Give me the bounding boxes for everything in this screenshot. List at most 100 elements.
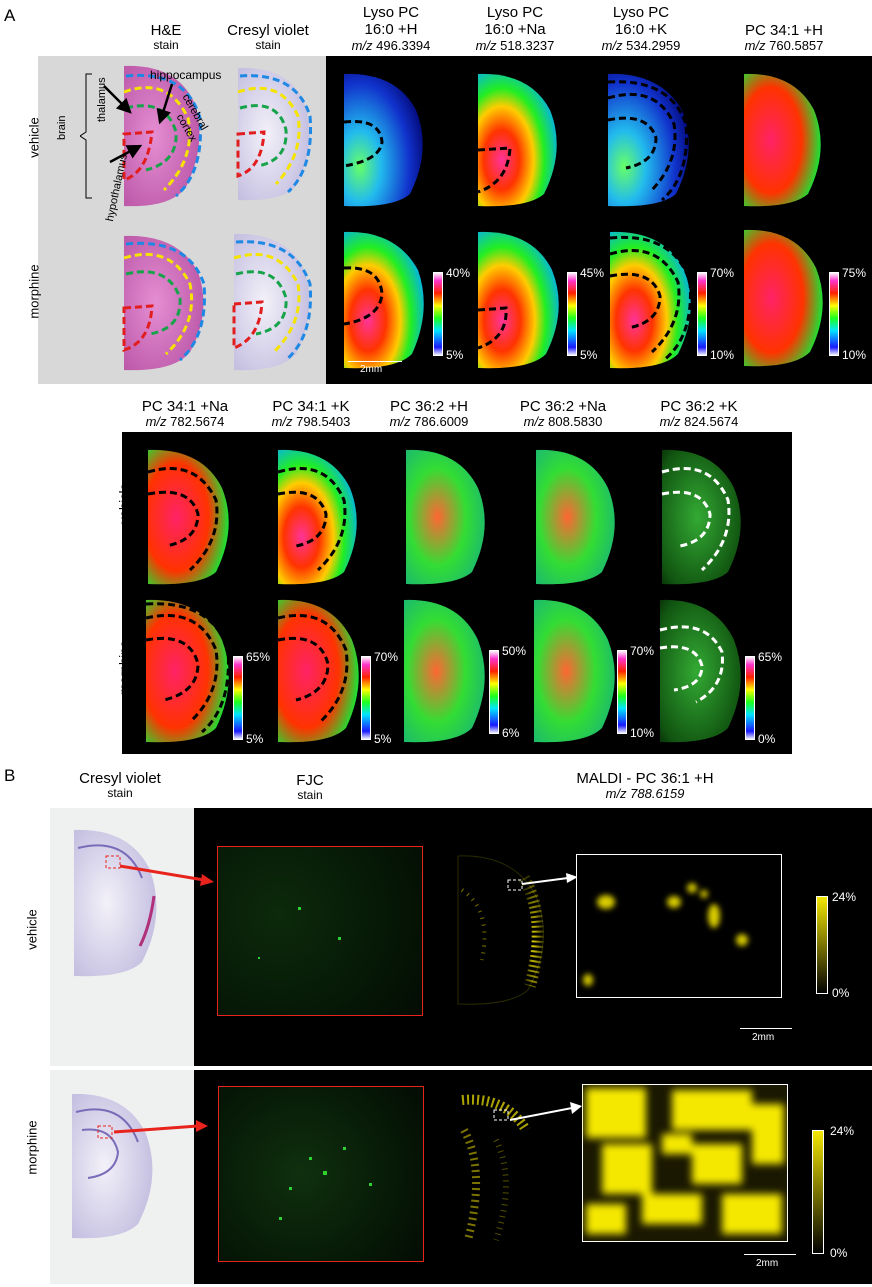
b-red-arrow-morphine [113, 1120, 208, 1134]
msi-pc341-h-vehicle [744, 73, 821, 207]
b-colorbar-vehicle-max: 24% [832, 890, 857, 904]
header-b-maldi: MALDI - PC 36:1 +H m/z 788.6159 [576, 770, 714, 802]
colorbar-b4-min: 10% [630, 726, 655, 740]
header-pc362-h: PC 36:2 +H m/z 786.6009 [389, 398, 469, 430]
msi-pc341-na-morphine [145, 599, 230, 743]
b-white-arrow-vehicle [521, 873, 578, 885]
b-maldi-vehicle-zoom [576, 854, 782, 998]
colorbar-a2-min: 5% [580, 348, 598, 362]
msi-pc341-h-morphine [744, 229, 823, 367]
colorbar-b1 [233, 656, 243, 740]
b-colorbar-morphine-max: 24% [830, 1124, 855, 1138]
b-scale-bar-morphine-line [744, 1254, 796, 1255]
fjc-dot [369, 1183, 372, 1186]
colorbar-a3 [697, 272, 707, 356]
colorbar-b2 [361, 656, 371, 740]
colorbar-b4 [617, 650, 627, 734]
b-cresyl-vehicle-image [74, 829, 157, 977]
msi-pc362-na-vehicle [536, 449, 615, 585]
header-b-fjc: FJC stain [296, 772, 324, 803]
row-label-vehicle-b: vehicle [24, 909, 40, 950]
colorbar-a4 [829, 272, 839, 356]
fjc-dot [289, 1187, 292, 1190]
header-pc362-k: PC 36:2 +K m/z 824.5674 [659, 398, 739, 430]
b-fjc-vehicle-image [217, 846, 423, 1016]
msi-pc362-k-vehicle [661, 449, 741, 585]
b-white-arrow-morphine [509, 1102, 582, 1121]
msi-pc341-na-vehicle [147, 449, 229, 585]
b-scale-bar-vehicle-label: 2mm [752, 1032, 775, 1043]
row-label-vehicle-a: vehicle [26, 117, 42, 158]
b-maldi-morphine-zoom [582, 1084, 788, 1242]
colorbar-a3-min: 10% [710, 348, 735, 362]
header-pc341-h: PC 34:1 +H m/z 760.5857 [744, 22, 824, 54]
colorbar-b2-max: 70% [374, 650, 399, 664]
header-cresyl: Cresyl violet stain [227, 22, 309, 53]
colorbar-a1-max: 40% [446, 266, 471, 280]
colorbar-a1 [433, 272, 443, 356]
brain-bracket [80, 73, 92, 199]
msi-pc341-k-morphine [277, 599, 359, 743]
b-colorbar-morphine [812, 1130, 824, 1254]
msi-lysopc-h-vehicle [343, 73, 423, 207]
msi-pc341-k-vehicle [277, 449, 357, 585]
msi-lysopc-na-vehicle [477, 73, 557, 207]
header-b-cresyl: Cresyl violet stain [79, 770, 161, 801]
msi-lysopc-k-vehicle [607, 73, 689, 207]
colorbar-a4-min: 10% [842, 348, 867, 362]
colorbar-b5 [745, 656, 755, 740]
msi-pc362-h-morphine [404, 599, 485, 743]
he-morphine-image [122, 235, 206, 371]
header-lysopc-k: Lyso PC 16:0 +K m/z 534.2959 [601, 4, 681, 53]
b-maldi-vehicle-image [457, 855, 544, 1005]
header-lysopc-h: Lyso PC 16:0 +H m/z 496.3394 [351, 4, 431, 53]
header-pc341-na: PC 34:1 +Na m/z 782.5674 [141, 398, 229, 430]
fjc-dot [258, 957, 260, 959]
he-vehicle-image [122, 65, 202, 207]
colorbar-b5-min: 0% [758, 732, 776, 746]
hippocampus-label: hippocampus [150, 68, 222, 82]
fjc-dot [338, 937, 341, 940]
b-colorbar-vehicle [816, 896, 828, 994]
fjc-dot [298, 907, 301, 910]
cresyl-vehicle-image [236, 67, 312, 201]
msi-lysopc-k-morphine [609, 231, 692, 369]
row-label-vehicle-a2: vehicle [116, 483, 132, 524]
anatomy-arrows [103, 83, 174, 164]
msi-pc362-k-morphine [659, 599, 741, 743]
row-label-morphine-b: morphine [24, 1120, 40, 1175]
fjc-dot [343, 1147, 346, 1150]
row-label-morphine-a: morphine [26, 264, 42, 319]
b-scale-bar-vehicle-line [740, 1028, 792, 1029]
b-colorbar-morphine-min: 0% [830, 1246, 848, 1260]
colorbar-b5-max: 65% [758, 650, 783, 664]
b-red-arrow-vehicle [119, 864, 214, 886]
colorbar-b1-min: 5% [246, 732, 264, 746]
colorbar-b3-min: 6% [502, 726, 520, 740]
msi-pc362-h-vehicle [406, 449, 485, 585]
colorbar-a2-max: 45% [580, 266, 605, 280]
colorbar-b3-max: 50% [502, 644, 527, 658]
header-pc362-na: PC 36:2 +Na m/z 808.5830 [519, 398, 607, 430]
brain-label: brain [56, 115, 68, 140]
msi-pc362-na-morphine [534, 599, 615, 743]
b-maldi-morphine-image [460, 1094, 544, 1257]
colorbar-b3 [489, 650, 499, 734]
colorbar-b1-max: 65% [246, 650, 271, 664]
fjc-dot [309, 1157, 312, 1160]
scale-bar-a-line [348, 361, 402, 362]
fjc-dot [323, 1171, 327, 1175]
scale-bar-a-label: 2mm [360, 364, 383, 375]
colorbar-a3-max: 70% [710, 266, 735, 280]
b-fjc-morphine-image [218, 1086, 424, 1262]
row-label-morphine-a2: morphine [116, 640, 132, 695]
panel-a-letter: A [4, 6, 16, 25]
header-pc341-k: PC 34:1 +K m/z 798.5403 [271, 398, 351, 430]
msi-lysopc-h-morphine [343, 231, 424, 369]
fjc-dot [279, 1217, 282, 1220]
colorbar-a2 [567, 272, 577, 356]
panel-b-letter: B [4, 766, 16, 785]
header-he: H&E stain [150, 22, 182, 53]
b-colorbar-vehicle-min: 0% [832, 986, 850, 1000]
b-cresyl-morphine-image [72, 1093, 153, 1239]
